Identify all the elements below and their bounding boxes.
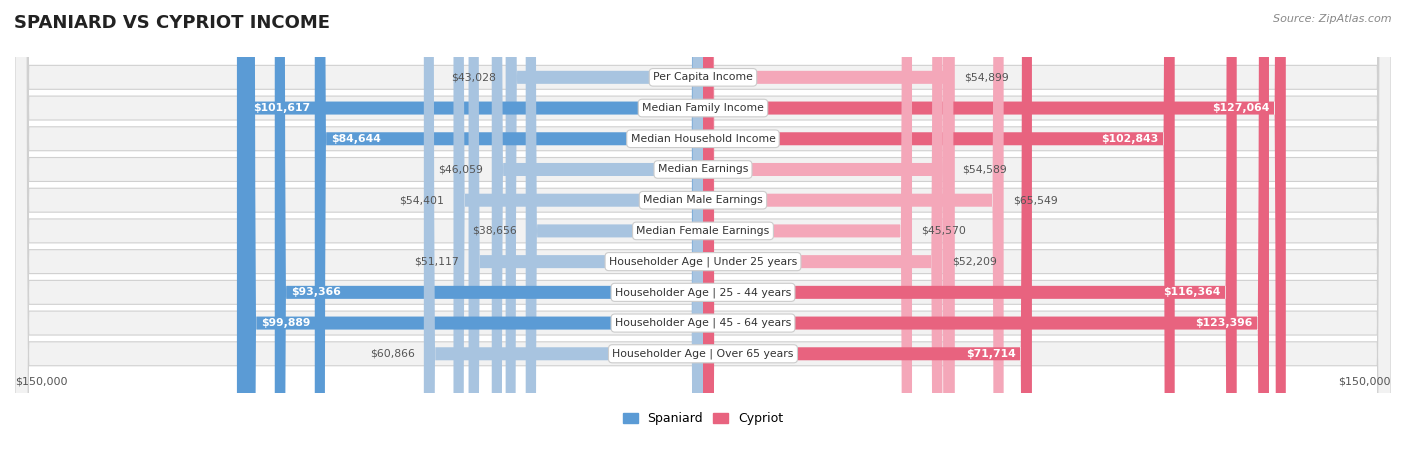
Text: $60,866: $60,866 (370, 349, 415, 359)
FancyBboxPatch shape (526, 0, 703, 467)
FancyBboxPatch shape (15, 0, 1391, 467)
Text: $52,209: $52,209 (952, 257, 997, 267)
Text: Median Household Income: Median Household Income (630, 134, 776, 144)
Text: $84,644: $84,644 (330, 134, 381, 144)
Text: $150,000: $150,000 (15, 376, 67, 386)
FancyBboxPatch shape (315, 0, 703, 467)
Text: $65,549: $65,549 (1012, 195, 1057, 205)
Text: $43,028: $43,028 (451, 72, 496, 82)
FancyBboxPatch shape (15, 0, 1391, 467)
FancyBboxPatch shape (15, 0, 1391, 467)
Text: Householder Age | Under 25 years: Householder Age | Under 25 years (609, 256, 797, 267)
FancyBboxPatch shape (15, 0, 1391, 467)
FancyBboxPatch shape (703, 0, 1270, 467)
Text: Householder Age | 45 - 64 years: Householder Age | 45 - 64 years (614, 318, 792, 328)
FancyBboxPatch shape (703, 0, 955, 467)
Text: Median Earnings: Median Earnings (658, 164, 748, 175)
FancyBboxPatch shape (15, 0, 1391, 467)
FancyBboxPatch shape (468, 0, 703, 467)
FancyBboxPatch shape (15, 0, 1391, 467)
Text: Source: ZipAtlas.com: Source: ZipAtlas.com (1274, 14, 1392, 24)
Text: $54,589: $54,589 (963, 164, 1007, 175)
FancyBboxPatch shape (492, 0, 703, 467)
FancyBboxPatch shape (274, 0, 703, 467)
Text: $116,364: $116,364 (1163, 287, 1220, 297)
Text: $102,843: $102,843 (1101, 134, 1159, 144)
FancyBboxPatch shape (506, 0, 703, 467)
FancyBboxPatch shape (703, 0, 953, 467)
FancyBboxPatch shape (15, 0, 1391, 467)
Text: $38,656: $38,656 (472, 226, 516, 236)
Text: Median Family Income: Median Family Income (643, 103, 763, 113)
Text: Median Female Earnings: Median Female Earnings (637, 226, 769, 236)
FancyBboxPatch shape (703, 0, 1032, 467)
Text: $45,570: $45,570 (921, 226, 966, 236)
FancyBboxPatch shape (245, 0, 703, 467)
FancyBboxPatch shape (423, 0, 703, 467)
Text: $123,396: $123,396 (1195, 318, 1253, 328)
Text: Per Capita Income: Per Capita Income (652, 72, 754, 82)
Text: $127,064: $127,064 (1212, 103, 1270, 113)
Text: $46,059: $46,059 (437, 164, 482, 175)
FancyBboxPatch shape (15, 0, 1391, 467)
FancyBboxPatch shape (703, 0, 1286, 467)
Text: SPANIARD VS CYPRIOT INCOME: SPANIARD VS CYPRIOT INCOME (14, 14, 330, 32)
Text: $101,617: $101,617 (253, 103, 311, 113)
FancyBboxPatch shape (15, 0, 1391, 467)
Text: Median Male Earnings: Median Male Earnings (643, 195, 763, 205)
Text: $99,889: $99,889 (262, 318, 311, 328)
Text: Householder Age | Over 65 years: Householder Age | Over 65 years (612, 348, 794, 359)
FancyBboxPatch shape (703, 0, 1174, 467)
FancyBboxPatch shape (454, 0, 703, 467)
Text: Householder Age | 25 - 44 years: Householder Age | 25 - 44 years (614, 287, 792, 297)
Legend: Spaniard, Cypriot: Spaniard, Cypriot (617, 407, 789, 430)
Text: $150,000: $150,000 (1339, 376, 1391, 386)
FancyBboxPatch shape (703, 0, 912, 467)
FancyBboxPatch shape (238, 0, 703, 467)
Text: $93,366: $93,366 (291, 287, 340, 297)
Text: $54,401: $54,401 (399, 195, 444, 205)
FancyBboxPatch shape (703, 0, 1237, 467)
Text: $71,714: $71,714 (966, 349, 1017, 359)
FancyBboxPatch shape (703, 0, 942, 467)
Text: $54,899: $54,899 (965, 72, 1008, 82)
FancyBboxPatch shape (703, 0, 1004, 467)
FancyBboxPatch shape (15, 0, 1391, 467)
Text: $51,117: $51,117 (415, 257, 460, 267)
